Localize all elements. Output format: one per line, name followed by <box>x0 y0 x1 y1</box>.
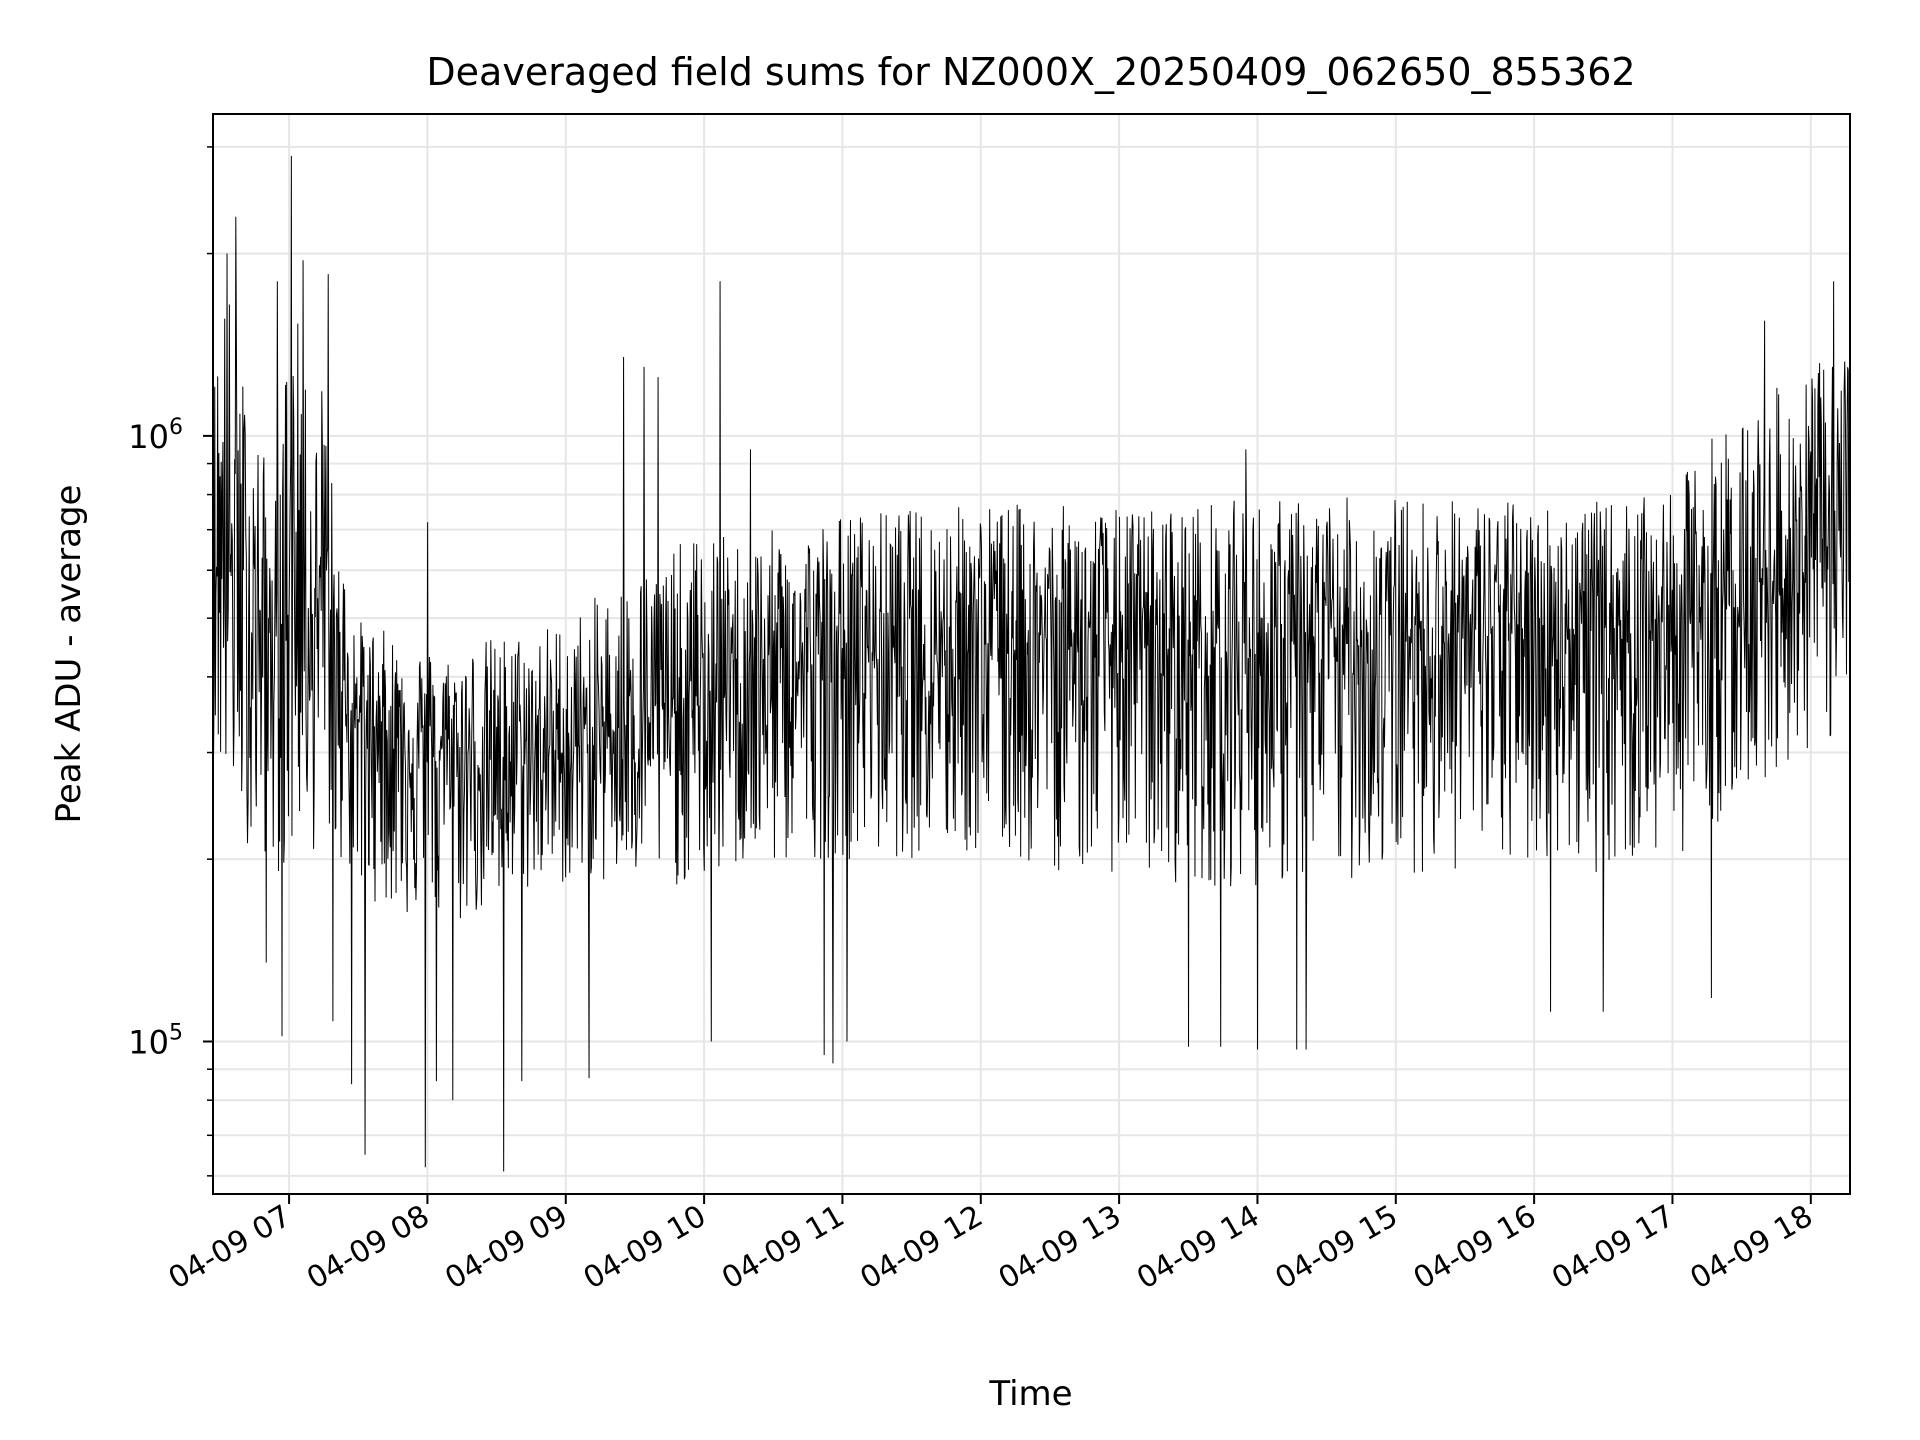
y-tick-label: 105 <box>128 1020 183 1061</box>
chart-title: Deaveraged field sums for NZ000X_2025040… <box>426 50 1635 94</box>
plot-frame <box>212 113 1851 1195</box>
y-tick-exponent: 6 <box>169 415 183 440</box>
y-tick-base: 10 <box>128 1023 169 1061</box>
y-tick-base: 10 <box>128 418 169 456</box>
series-line <box>213 155 1850 1172</box>
series-line-group <box>213 155 1850 1172</box>
x-axis-label: Time <box>988 1374 1072 1414</box>
y-axis-label: Peak ADU - average <box>49 485 89 824</box>
y-tick-label: 106 <box>128 415 183 456</box>
y-tick-exponent: 5 <box>169 1020 183 1045</box>
